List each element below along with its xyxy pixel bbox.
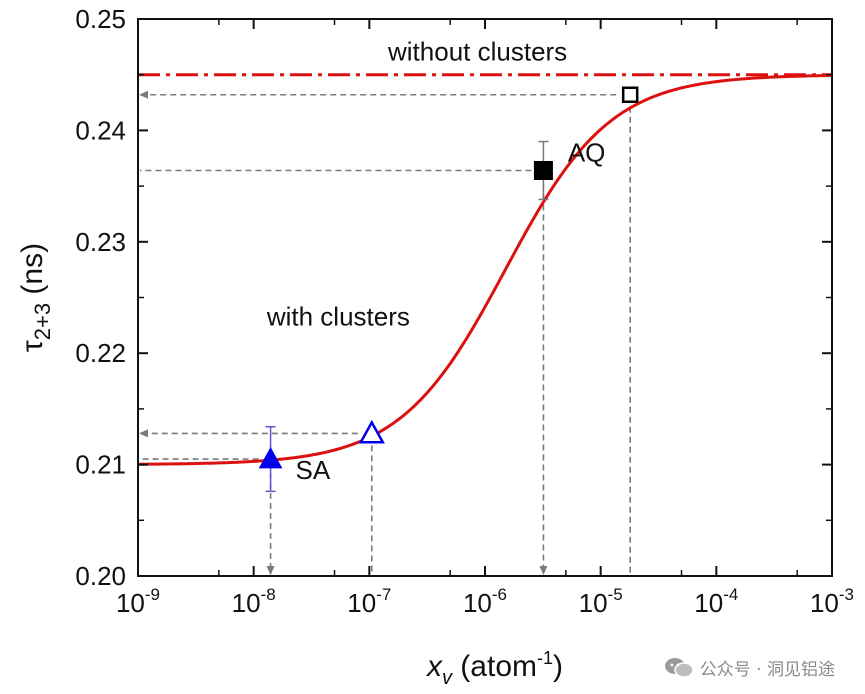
x-axis-title-sup: -1	[537, 648, 553, 668]
fit-curve	[137, 73, 833, 466]
x-tick-exponent: -4	[723, 585, 738, 604]
x-tick-label: 10-7	[347, 585, 391, 618]
points-layer	[258, 86, 639, 493]
x-tick-mantissa: 10	[579, 588, 608, 618]
data-point-aq-open-square	[621, 86, 639, 104]
y-tick-label: 0.23	[75, 227, 126, 257]
axis-ticks: 10-9 10-8 10-7 10-6 10-5 10-4 10-30.200.210.22…	[75, 4, 854, 618]
reference-line-label: without clusters	[387, 37, 567, 67]
x-tick-mantissa: 10	[232, 588, 261, 618]
x-tick-mantissa: 10	[810, 588, 839, 618]
x-tick-label: 10-3	[810, 585, 854, 618]
y-axis-title-unit: (ns)	[16, 243, 49, 303]
x-tick-exponent: -8	[261, 585, 276, 604]
x-tick-mantissa: 10	[347, 588, 376, 618]
y-axis-title-sub: 2+3	[30, 303, 55, 340]
x-axis-title: xv (atom-1)	[425, 648, 563, 689]
y-tick-label: 0.21	[75, 450, 126, 480]
y-tick-label: 0.25	[75, 4, 126, 34]
x-tick-label: 10-5	[579, 585, 623, 618]
guide-lines	[139, 90, 631, 575]
y-axis-title-group: τ2+3 (ns)	[16, 243, 55, 352]
x-tick-exponent: -3	[839, 585, 854, 604]
data-point-aq-filled-square	[533, 161, 553, 181]
wechat-icon	[664, 657, 694, 679]
curve-layer	[137, 73, 833, 466]
annotation-sa: SA	[296, 455, 331, 485]
y-tick-label: 0.20	[75, 561, 126, 591]
x-tick-exponent: -7	[376, 585, 391, 604]
y-axis-title-var: τ	[16, 340, 49, 352]
x-axis-title-unit: (atom	[452, 650, 537, 683]
data-point-sa-open-triangle	[358, 419, 385, 444]
x-tick-exponent: -6	[492, 585, 507, 604]
x-tick-label: 10-8	[232, 585, 276, 618]
x-tick-label: 10-4	[694, 585, 738, 618]
y-axis-title: τ2+3 (ns)	[16, 243, 55, 352]
x-axis-title-var: x	[425, 650, 443, 683]
x-tick-label: 10-9	[116, 585, 160, 618]
x-tick-exponent: -9	[145, 585, 160, 604]
watermark: 公众号 · 洞见铝途	[664, 655, 835, 680]
x-tick-mantissa: 10	[116, 588, 145, 618]
watermark-text: 公众号 · 洞见铝途	[699, 660, 835, 680]
x-tick-mantissa: 10	[694, 588, 723, 618]
x-axis-title-sub: v	[442, 667, 453, 689]
y-tick-label: 0.24	[75, 115, 126, 145]
x-tick-mantissa: 10	[463, 588, 492, 618]
plot-frame	[137, 18, 833, 577]
annotation-aq: AQ	[568, 138, 606, 168]
annotation-with-clusters: with clusters	[266, 301, 410, 331]
data-point-sa-filled-triangle	[258, 447, 283, 469]
x-tick-label: 10-6	[463, 585, 507, 618]
x-tick-exponent: -5	[608, 585, 623, 604]
x-axis-title-close: )	[553, 650, 563, 683]
y-tick-label: 0.22	[75, 338, 126, 368]
